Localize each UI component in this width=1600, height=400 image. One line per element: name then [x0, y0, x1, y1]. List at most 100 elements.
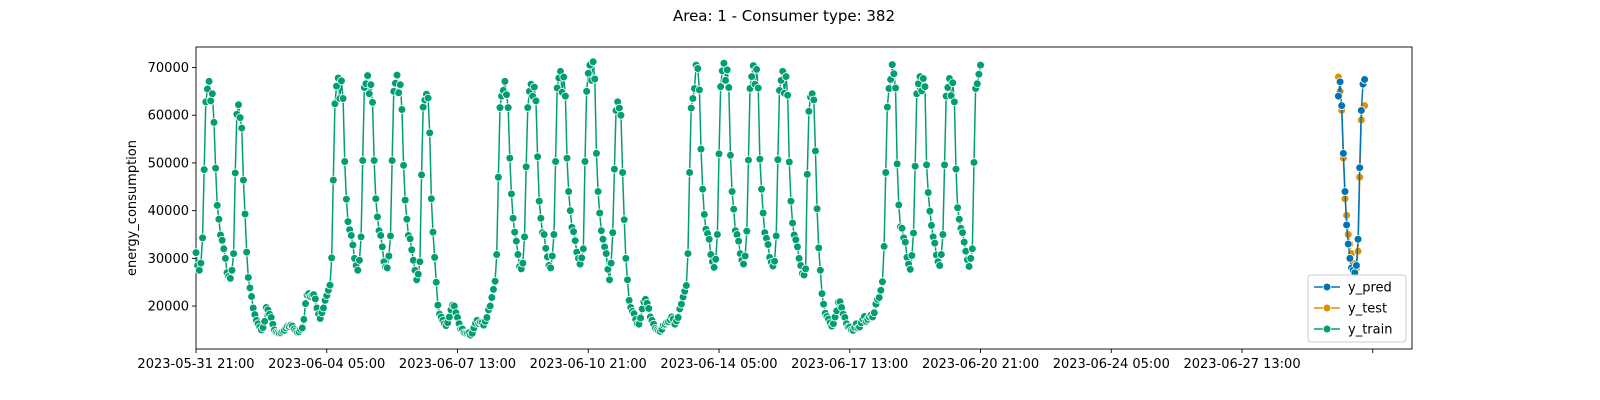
data-point — [686, 103, 696, 113]
data-point — [709, 263, 719, 272]
data-point — [619, 215, 629, 225]
data-point — [415, 257, 425, 266]
data-point — [330, 99, 340, 109]
data-point — [894, 200, 904, 210]
y-tick-label: 20000 — [148, 300, 189, 315]
data-point — [364, 89, 374, 99]
data-point — [964, 262, 974, 271]
data-point — [541, 244, 551, 253]
data-point — [901, 237, 910, 247]
data-point — [781, 72, 791, 81]
data-point — [976, 60, 985, 70]
data-point — [878, 277, 887, 287]
data-point — [387, 156, 397, 165]
data-point — [1353, 234, 1363, 244]
data-point — [392, 70, 402, 80]
data-point — [948, 78, 958, 88]
data-point — [301, 299, 310, 308]
data-point — [773, 155, 783, 164]
data-point — [940, 160, 949, 170]
data-point — [621, 254, 631, 263]
data-point — [1352, 261, 1361, 270]
data-point — [242, 247, 251, 257]
data-point — [953, 203, 962, 213]
data-point — [747, 72, 756, 81]
data-point — [693, 64, 703, 73]
data-point — [740, 251, 750, 261]
data-point — [369, 156, 379, 165]
data-point — [590, 74, 600, 84]
data-point — [428, 227, 438, 237]
data-point — [616, 110, 626, 120]
data-point — [534, 196, 544, 206]
plot-area: 20000 30000 40000 50000 60000 70000 2023-05-31… — [137, 46, 1413, 372]
data-point — [405, 234, 415, 244]
data-point — [951, 164, 961, 174]
data-point — [395, 80, 405, 89]
x-tick-label: 2023-06-20 21:00 — [922, 357, 1039, 372]
data-point — [338, 94, 348, 103]
data-point — [922, 160, 931, 170]
data-point — [237, 123, 247, 133]
legend-box — [1307, 274, 1407, 343]
data-point — [688, 94, 698, 103]
data-point — [595, 208, 604, 218]
data-point — [418, 102, 428, 112]
data-point — [811, 146, 820, 156]
data-point — [247, 292, 256, 301]
data-point — [920, 82, 930, 91]
data-point — [311, 294, 320, 304]
data-point — [816, 265, 825, 275]
data-point — [327, 253, 336, 263]
x-tick-label: 2023-06-27 13:00 — [1183, 357, 1300, 372]
data-point — [319, 303, 328, 313]
data-point — [358, 156, 368, 165]
data-point — [239, 175, 248, 185]
data-point — [682, 281, 691, 290]
legend-item-y-test: y_test — [1314, 302, 1387, 317]
x-tick-label: 2023-06-14 05:00 — [660, 357, 777, 372]
data-point — [235, 113, 245, 122]
data-point — [386, 231, 395, 241]
legend: y_pred y_test y_train — [1307, 274, 1407, 343]
data-point — [240, 209, 250, 219]
data-point — [804, 107, 814, 116]
data-point — [881, 168, 891, 177]
data-point — [1339, 149, 1348, 158]
data-point — [356, 232, 366, 242]
legend-label: y_train — [1348, 323, 1392, 338]
data-point — [592, 149, 601, 158]
y-tick-label: 70000 — [148, 61, 189, 76]
x-tick-label: 2023-06-07 13:00 — [399, 357, 516, 372]
data-point — [909, 228, 918, 238]
data-point — [724, 83, 734, 92]
plot-frame — [195, 46, 1413, 350]
data-point — [744, 155, 753, 165]
data-point — [583, 68, 593, 78]
data-point — [325, 280, 335, 290]
data-point — [194, 265, 204, 275]
data-point — [597, 226, 606, 235]
data-point — [561, 91, 570, 101]
data-point — [771, 231, 781, 241]
data-point — [234, 100, 243, 110]
data-point — [601, 249, 611, 258]
data-point — [229, 249, 238, 258]
data-point — [907, 251, 917, 260]
data-point — [869, 308, 879, 318]
data-point — [742, 226, 752, 236]
data-point — [623, 275, 632, 285]
data-point — [936, 250, 946, 259]
data-point — [427, 194, 436, 204]
data-point — [698, 184, 707, 194]
data-point — [711, 255, 721, 264]
data-point — [221, 254, 230, 263]
data-point — [598, 234, 608, 244]
data-point — [394, 88, 403, 98]
data-point — [487, 293, 497, 302]
data-point — [505, 153, 515, 163]
data-point — [521, 162, 531, 172]
legend-label: y_test — [1348, 302, 1387, 317]
data-point — [788, 218, 797, 228]
